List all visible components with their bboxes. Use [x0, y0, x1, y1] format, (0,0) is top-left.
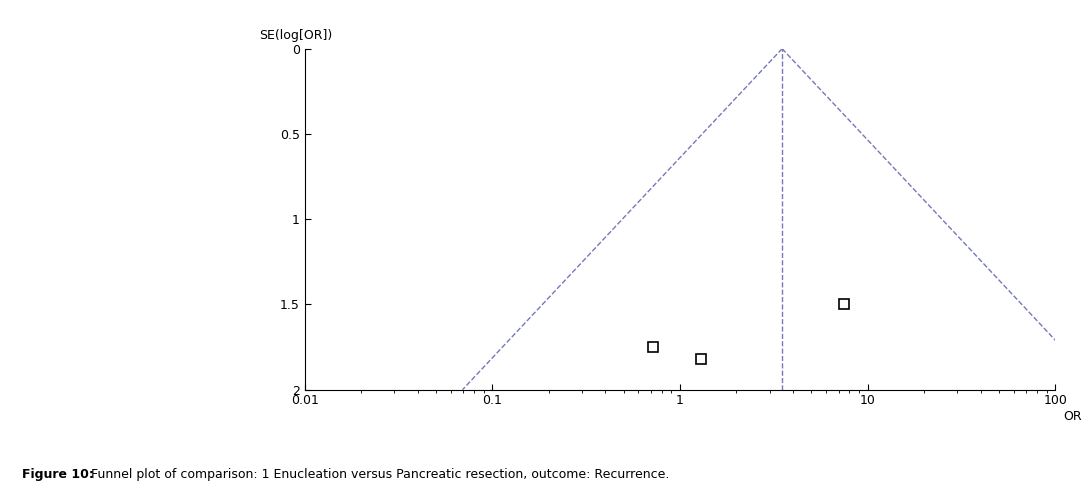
Text: OR: OR: [1063, 410, 1081, 423]
Text: SE(log[OR]): SE(log[OR]): [260, 29, 333, 42]
Text: Funnel plot of comparison: 1 Enucleation versus Pancreatic resection, outcome: R: Funnel plot of comparison: 1 Enucleation…: [87, 468, 669, 481]
Text: Figure 10:: Figure 10:: [22, 468, 94, 481]
